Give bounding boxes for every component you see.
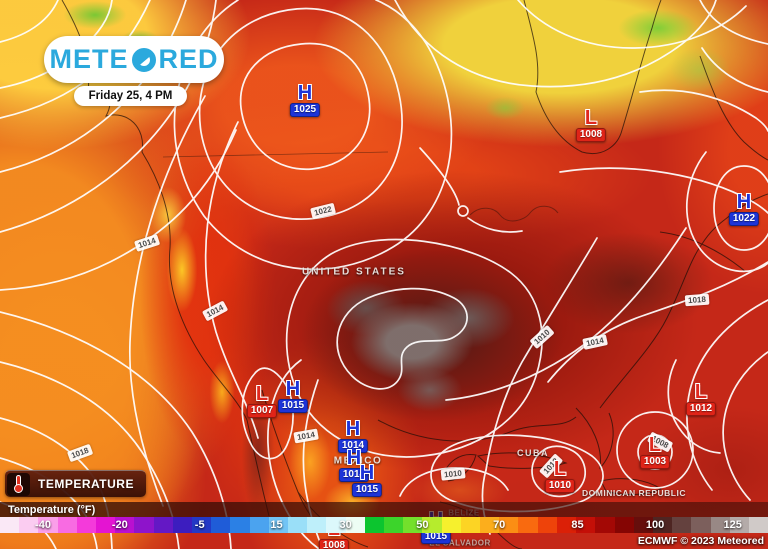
colorbar-title-strip: Temperature (°F) (0, 502, 768, 517)
attribution-text: ECMWF © 2023 Meteored (637, 535, 764, 547)
colorbar-segment (403, 517, 423, 533)
meteored-logo-o-icon (131, 47, 156, 72)
colorbar-segment (729, 517, 749, 533)
colorbar-segment (537, 517, 557, 533)
colorbar-segment (326, 517, 346, 533)
colorbar-segment (0, 517, 20, 533)
colorbar-segment (19, 517, 39, 533)
colorbar-segment (422, 517, 442, 533)
colorbar-segment (268, 517, 289, 533)
colorbar-segment (153, 517, 173, 533)
colorbar-segment (364, 517, 385, 533)
colorbar-segment (556, 517, 577, 533)
colorbar-segment (691, 517, 711, 533)
layer-title: TEMPERATURE (38, 477, 134, 491)
colorbar-segment (384, 517, 404, 533)
colorbar-segment (38, 517, 58, 533)
colorbar-segment (499, 517, 519, 533)
colorbar-segment (710, 517, 730, 533)
meteored-logo[interactable]: METE RED (44, 36, 224, 83)
colorbar-tick: 30 (339, 519, 352, 531)
colorbar-segment (633, 517, 653, 533)
colorbar-segment (134, 517, 154, 533)
colorbar-tick: 125 (723, 519, 742, 531)
colorbar-segment (307, 517, 327, 533)
thermometer-icon (7, 472, 30, 496)
colorbar-tick: 85 (571, 519, 584, 531)
logo-text-left: METE (49, 44, 129, 74)
colorbar-segment (614, 517, 634, 533)
colorbar-segment (595, 517, 615, 533)
colorbar-segment (441, 517, 461, 533)
colorbar-segment (460, 517, 481, 533)
layer-title-badge: TEMPERATURE (5, 470, 146, 497)
colorbar-segment (172, 517, 193, 533)
colorbar-tick: 15 (270, 519, 283, 531)
colorbar-segment (249, 517, 269, 533)
colorbar-segment (230, 517, 250, 533)
colorbar-tick: -5 (194, 519, 205, 531)
colorbar-segment (192, 517, 212, 533)
colorbar-segment (576, 517, 596, 533)
colorbar-segment (96, 517, 116, 533)
temperature-colorbar: -40 -20 -5 15 30 50 70 85 100 125 (0, 517, 768, 533)
colorbar-tick: 70 (493, 519, 506, 531)
forecast-datetime: Friday 25, 4 PM (88, 90, 173, 102)
colorbar-segment (480, 517, 500, 533)
colorbar-title: Temperature (°F) (8, 503, 96, 516)
colorbar-tick: -20 (111, 519, 128, 531)
colorbar-segment (288, 517, 308, 533)
colorbar-segment (57, 517, 77, 533)
colorbar-segment (211, 517, 231, 533)
colorbar-segment (518, 517, 538, 533)
colorbar-segment (115, 517, 135, 533)
colorbar-tick: 100 (645, 519, 665, 531)
logo-text-right: RED (158, 44, 219, 74)
colorbar-segment (345, 517, 365, 533)
colorbar-segment (76, 517, 97, 533)
colorbar-segment (652, 517, 673, 533)
forecast-datetime-badge: Friday 25, 4 PM (74, 86, 187, 106)
colorbar-tick: 50 (416, 519, 429, 531)
colorbar-tick: -40 (35, 519, 51, 531)
colorbar-segment (748, 517, 768, 533)
colorbar-segment (672, 517, 692, 533)
